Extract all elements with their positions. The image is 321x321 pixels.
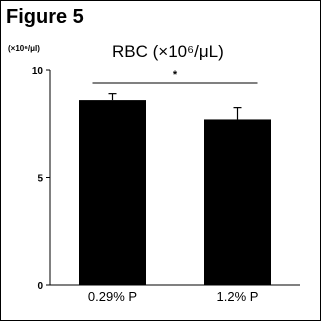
significance-star: * [173, 69, 178, 81]
y-tick-label: 5 [37, 174, 43, 185]
labels: 0 5 10 0.29% P 1.2% P * [32, 66, 259, 304]
x-category-label: 0.29% P [88, 289, 137, 304]
y-tick-label: 0 [37, 281, 43, 292]
figure-label: Figure 5 [6, 6, 84, 28]
chart-title: RBC (×10⁶/μL) [112, 42, 224, 61]
x-category-label: 1.2% P [217, 289, 259, 304]
bars [79, 93, 271, 285]
y-tick-label: 10 [32, 66, 44, 77]
bar [79, 100, 146, 285]
y-unit-label: (×10⁶/μl) [8, 44, 40, 53]
bar [204, 119, 271, 285]
